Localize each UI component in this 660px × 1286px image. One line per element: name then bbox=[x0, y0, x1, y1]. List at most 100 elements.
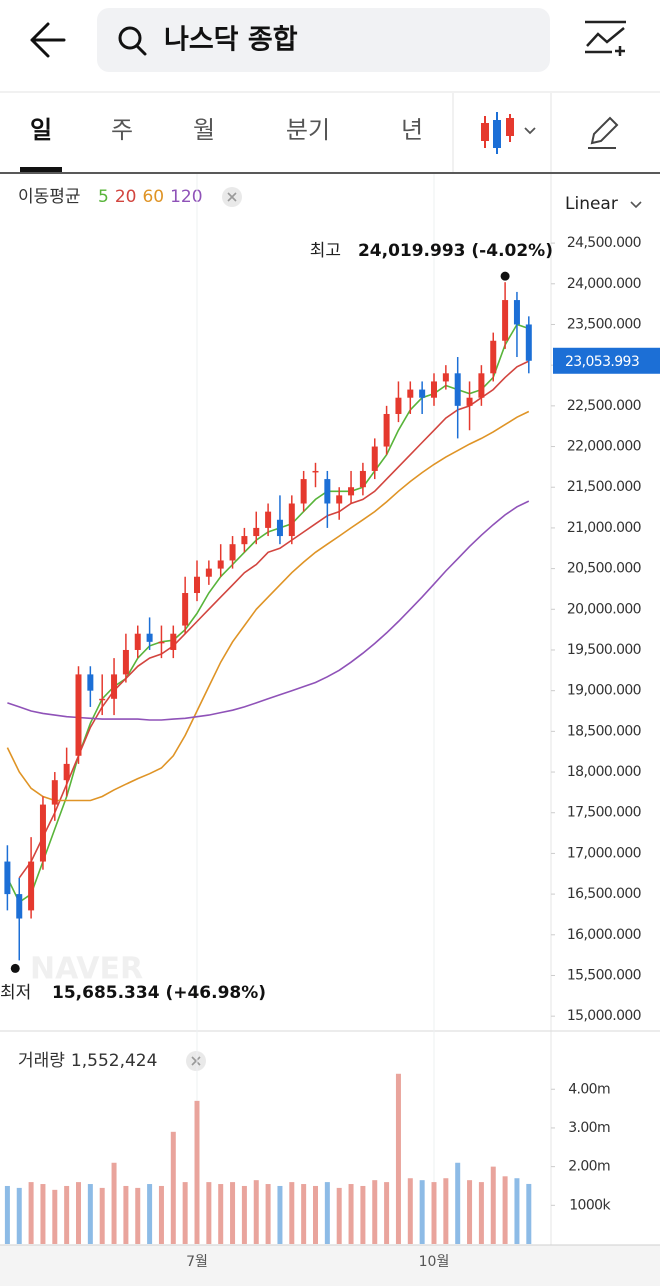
volume-close-button[interactable] bbox=[186, 1051, 206, 1071]
volume-bar bbox=[76, 1182, 81, 1244]
candle-body bbox=[229, 544, 236, 561]
volume-bar bbox=[265, 1184, 271, 1244]
volume-bar bbox=[87, 1184, 93, 1244]
ma-legend: 120 bbox=[170, 187, 202, 207]
tab[interactable]: 일 bbox=[30, 116, 52, 144]
volume-title: 거래량 bbox=[18, 1051, 65, 1071]
volume-bar bbox=[324, 1182, 330, 1244]
ma-line bbox=[18, 360, 530, 879]
volume-bar bbox=[52, 1189, 58, 1244]
candle-body bbox=[122, 649, 129, 675]
tab[interactable]: 주 bbox=[111, 116, 133, 144]
watermark: NAVER bbox=[30, 952, 143, 987]
y-tick-label: 15,000.000 bbox=[567, 1008, 641, 1024]
volume-tick-label: 1000k bbox=[569, 1197, 611, 1213]
high-dot bbox=[500, 271, 510, 281]
candle-body bbox=[324, 479, 331, 504]
candle-body bbox=[158, 641, 165, 644]
search-text: 나스닥 종합 bbox=[164, 25, 298, 56]
candle-body bbox=[513, 300, 520, 325]
volume-bar bbox=[348, 1184, 354, 1244]
candle-body bbox=[407, 389, 414, 398]
y-tick-label: 20,000.000 bbox=[567, 601, 641, 617]
volume-bar bbox=[336, 1187, 342, 1244]
candle-body bbox=[431, 381, 437, 398]
volume-bar bbox=[277, 1185, 283, 1244]
y-tick-label: 21,500.000 bbox=[567, 479, 641, 495]
candle-body bbox=[194, 576, 200, 594]
tab[interactable]: 분기 bbox=[286, 116, 330, 144]
y-tick-label: 20,500.000 bbox=[567, 561, 641, 577]
search-icon bbox=[118, 26, 147, 56]
volume-bar bbox=[514, 1178, 520, 1244]
volume-bar bbox=[64, 1185, 70, 1244]
volume-bar bbox=[313, 1185, 318, 1244]
y-tick-label: 22,500.000 bbox=[567, 398, 641, 414]
candle-body bbox=[241, 536, 248, 545]
chart-type-button[interactable] bbox=[481, 112, 536, 154]
candle-body bbox=[16, 894, 23, 919]
candle-body bbox=[276, 519, 283, 537]
volume-bar bbox=[455, 1162, 461, 1244]
candle-body bbox=[288, 503, 295, 537]
volume-bar bbox=[170, 1131, 176, 1244]
candle-body bbox=[28, 861, 35, 911]
candle-body bbox=[4, 861, 11, 895]
volume-bar bbox=[218, 1184, 224, 1244]
candle-body bbox=[111, 674, 118, 699]
y-tick-label: 16,500.000 bbox=[567, 886, 641, 902]
volume-bar bbox=[40, 1184, 46, 1244]
search-box[interactable] bbox=[97, 8, 550, 72]
volume-bar bbox=[99, 1187, 105, 1244]
volume-bar bbox=[490, 1166, 496, 1244]
low-value: 15,685.334 (+46.98%) bbox=[52, 983, 266, 1003]
ma-line bbox=[6, 410, 530, 802]
x-tick-label: 10월 bbox=[419, 1254, 450, 1270]
volume-bar bbox=[194, 1100, 200, 1244]
volume-bar bbox=[253, 1180, 259, 1244]
volume-bar bbox=[16, 1187, 22, 1244]
y-tick-label: 19,500.000 bbox=[567, 642, 641, 658]
y-tick-label: 18,500.000 bbox=[567, 723, 641, 739]
back-button[interactable] bbox=[30, 22, 66, 58]
scale-mode[interactable]: Linear bbox=[565, 194, 618, 214]
volume-bar bbox=[467, 1180, 473, 1244]
ma-legend: 60 bbox=[142, 187, 164, 207]
volume-bar bbox=[182, 1182, 188, 1244]
x-tick-label: 7월 bbox=[186, 1254, 208, 1270]
candle-body bbox=[146, 633, 153, 642]
candle-body bbox=[502, 300, 509, 341]
compare-button[interactable] bbox=[585, 20, 626, 56]
candle-body bbox=[253, 527, 260, 537]
candle-body bbox=[182, 593, 189, 626]
candle-body bbox=[383, 413, 390, 447]
tab[interactable]: 년 bbox=[401, 116, 423, 144]
candle-body bbox=[312, 470, 319, 473]
volume-bar bbox=[28, 1182, 34, 1244]
candle-body bbox=[300, 479, 307, 504]
ma-close-button[interactable] bbox=[222, 187, 242, 207]
candle-body bbox=[265, 511, 272, 528]
candle-body bbox=[371, 446, 378, 471]
volume-bar bbox=[241, 1185, 247, 1244]
volume-bar bbox=[407, 1178, 413, 1244]
volume-bar bbox=[478, 1182, 484, 1244]
volume-bar bbox=[419, 1180, 425, 1244]
candle-body bbox=[525, 324, 532, 361]
last-price-tag bbox=[553, 347, 660, 374]
x-axis-band bbox=[0, 1245, 660, 1286]
candle-body bbox=[170, 633, 177, 650]
ma-line bbox=[6, 323, 530, 904]
volume-bar bbox=[372, 1180, 378, 1244]
y-tick-label: 18,000.000 bbox=[567, 764, 641, 780]
draw-button[interactable] bbox=[588, 116, 619, 149]
tab[interactable]: 월 bbox=[193, 116, 215, 144]
volume-bar bbox=[111, 1162, 117, 1244]
candle-body bbox=[419, 389, 426, 398]
volume-bar bbox=[502, 1176, 508, 1244]
candle-body bbox=[99, 698, 106, 701]
ma-legend: 20 bbox=[115, 187, 137, 207]
high-value: 24,019.993 (-4.02%) bbox=[358, 241, 553, 261]
candle-body bbox=[39, 804, 46, 862]
